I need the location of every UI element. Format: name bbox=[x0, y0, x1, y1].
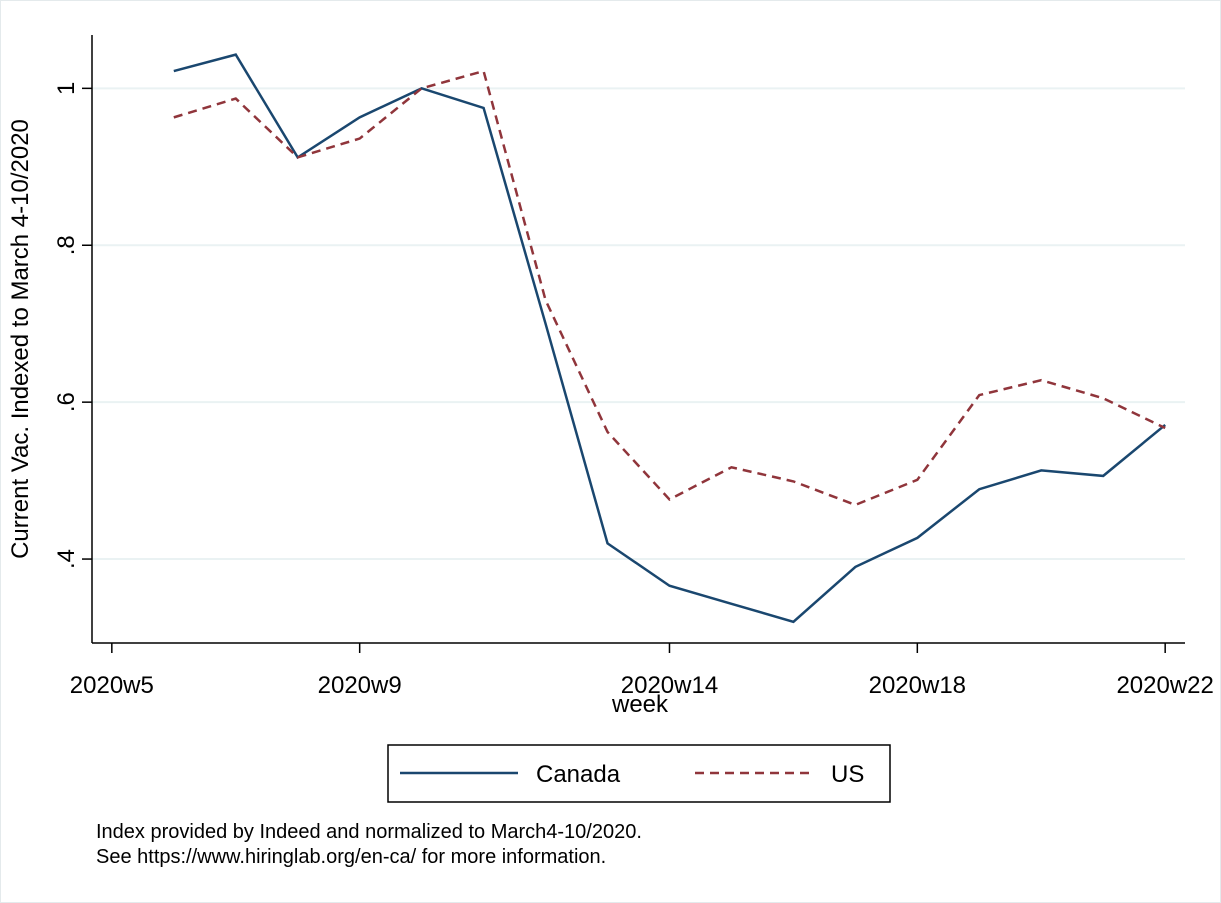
x-tick-label: 2020w5 bbox=[70, 672, 154, 699]
x-tick-label: 2020w18 bbox=[869, 672, 966, 699]
y-axis-label: Current Vac. Indexed to March 4-10/2020 bbox=[7, 119, 34, 559]
y-tick-label: .6 bbox=[53, 392, 80, 412]
note: Index provided by Indeed and normalized … bbox=[96, 821, 642, 843]
y-tick-label: .8 bbox=[53, 235, 80, 255]
y-tick-label: 1 bbox=[53, 82, 80, 95]
line-series bbox=[173, 69, 1166, 507]
y-tick-label: .4 bbox=[53, 549, 80, 569]
x-tick-label: 2020w22 bbox=[1116, 672, 1213, 699]
x-axis-label: week bbox=[611, 691, 669, 718]
note: See https://www.hiringlab.org/en-ca/ for… bbox=[96, 846, 606, 868]
legend-label: Canada bbox=[536, 761, 621, 788]
legend-label: US bbox=[831, 761, 864, 788]
x-tick-label: 2020w14 bbox=[621, 672, 718, 699]
line-series bbox=[173, 53, 1166, 624]
x-tick-label: 2020w9 bbox=[318, 672, 402, 699]
